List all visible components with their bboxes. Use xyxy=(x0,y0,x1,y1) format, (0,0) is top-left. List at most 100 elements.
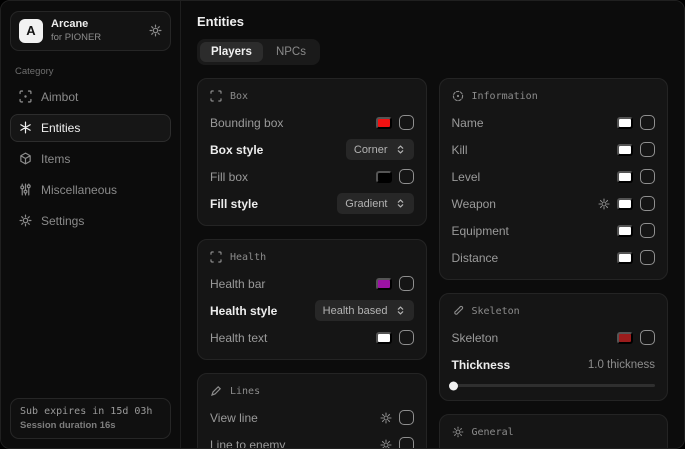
row-settings-button[interactable] xyxy=(380,439,392,449)
color-swatch[interactable] xyxy=(375,277,392,290)
unfold-icon xyxy=(395,198,406,209)
color-swatch[interactable] xyxy=(617,251,633,264)
subscription-info-card: Sub expires in 15d 03h Session duration … xyxy=(10,398,171,439)
gear-icon xyxy=(19,214,32,227)
select-value: Health based xyxy=(322,304,388,317)
color-swatch[interactable] xyxy=(375,331,392,344)
lines-panel: Lines View line xyxy=(197,373,427,449)
sub-expires-text: Sub expires in 15d 03h xyxy=(20,406,153,417)
sidebar-item-aimbot[interactable]: Aimbot xyxy=(10,83,171,111)
color-swatch[interactable] xyxy=(617,143,633,156)
checkbox[interactable] xyxy=(640,142,655,157)
brand-card: A Arcane for PIONER xyxy=(10,11,171,51)
box-panel: Box Bounding box Box style xyxy=(197,78,427,226)
setting-row: Name xyxy=(452,112,655,133)
brand-subtitle: for PIONER xyxy=(51,32,102,44)
gear-icon xyxy=(380,439,392,449)
setting-row: Health style Health based xyxy=(210,300,414,321)
setting-row: Line to enemy xyxy=(210,434,414,449)
setting-label: View line xyxy=(210,410,258,425)
checkbox[interactable] xyxy=(398,115,414,130)
row-settings-button[interactable] xyxy=(598,198,610,210)
health-style-select[interactable]: Health based xyxy=(314,300,414,321)
page-title: Entities xyxy=(197,14,244,29)
brand-logo: A xyxy=(19,18,43,43)
color-swatch[interactable] xyxy=(617,197,633,210)
setting-label: Fill style xyxy=(210,196,259,211)
main-content: Entities Players NPCs Box Bounding box xyxy=(181,1,684,448)
tab-npcs[interactable]: NPCs xyxy=(265,42,317,62)
panel-title: General xyxy=(471,426,514,438)
setting-label: Kill xyxy=(451,142,468,157)
brand-name: Arcane xyxy=(51,18,89,30)
checkbox[interactable] xyxy=(398,330,414,345)
sidebar-item-entities[interactable]: Entities xyxy=(10,113,171,142)
sun-icon xyxy=(452,426,464,438)
setting-label: Box style xyxy=(210,142,264,157)
sidebar-nav: Aimbot Entities Items Miscellaneous Sett… xyxy=(10,83,171,235)
brand-settings-button[interactable] xyxy=(149,24,162,37)
color-swatch[interactable] xyxy=(375,170,392,183)
slider-value: 1.0 thickness xyxy=(587,358,655,371)
tab-players[interactable]: Players xyxy=(200,42,263,62)
color-swatch[interactable] xyxy=(617,116,633,129)
checkbox[interactable] xyxy=(398,437,414,448)
row-settings-button[interactable] xyxy=(380,412,392,424)
setting-row: Health text xyxy=(210,327,414,348)
gear-icon xyxy=(380,412,392,424)
box-style-select[interactable]: Corner xyxy=(345,139,414,160)
entity-tabs: Players NPCs xyxy=(197,39,320,65)
thickness-slider[interactable] xyxy=(448,381,655,390)
pencil-icon xyxy=(210,385,222,397)
checkbox[interactable] xyxy=(640,196,655,211)
setting-label: Health bar xyxy=(210,276,266,291)
panel-title: Box xyxy=(230,90,249,102)
color-swatch[interactable] xyxy=(375,116,392,129)
health-panel: Health Health bar Health style xyxy=(197,239,427,360)
checkbox[interactable] xyxy=(640,115,655,130)
setting-row: Distance xyxy=(451,247,655,268)
sliders-icon xyxy=(19,183,32,196)
sidebar-item-settings[interactable]: Settings xyxy=(10,207,171,235)
setting-label: Health style xyxy=(210,303,278,318)
checkbox[interactable] xyxy=(640,169,655,184)
panel-title: Health xyxy=(230,251,267,263)
gear-icon xyxy=(149,24,162,37)
unfold-icon xyxy=(395,144,406,155)
setting-label: Level xyxy=(451,169,481,184)
checkbox[interactable] xyxy=(640,330,655,345)
session-duration-text: Session duration 16s xyxy=(20,420,116,431)
setting-row: Level xyxy=(451,166,655,187)
sidebar-item-miscellaneous[interactable]: Miscellaneous xyxy=(10,176,171,204)
color-swatch[interactable] xyxy=(617,224,633,237)
info-icon xyxy=(452,90,464,102)
checkbox[interactable] xyxy=(640,250,655,265)
setting-row: Equipment xyxy=(452,220,655,241)
right-column: Information Name Kill xyxy=(438,78,668,448)
crosshair-icon xyxy=(19,90,32,103)
skeleton-panel: Skeleton Skeleton Thickness 1.0 t xyxy=(438,293,668,401)
slider-thumb[interactable] xyxy=(448,381,458,390)
information-panel: Information Name Kill xyxy=(438,78,668,280)
fill-style-select[interactable]: Gradient xyxy=(337,193,414,214)
setting-row: Fill style Gradient xyxy=(210,193,414,214)
bone-icon xyxy=(452,305,464,317)
setting-row: Skeleton xyxy=(452,327,655,348)
setting-row: View line xyxy=(210,407,414,428)
slider-label: Thickness xyxy=(451,357,511,372)
setting-label: Distance xyxy=(451,250,499,265)
sidebar-item-items[interactable]: Items xyxy=(10,145,171,173)
setting-label: Health text xyxy=(210,330,268,345)
color-swatch[interactable] xyxy=(617,170,633,183)
checkbox[interactable] xyxy=(640,223,655,238)
general-panel: General Visibility check xyxy=(438,414,668,448)
scan-corners-icon xyxy=(210,251,222,263)
checkbox[interactable] xyxy=(398,410,414,425)
gear-icon xyxy=(598,198,610,210)
checkbox[interactable] xyxy=(398,276,414,291)
color-swatch[interactable] xyxy=(617,331,633,344)
checkbox[interactable] xyxy=(398,169,414,184)
category-label: Category xyxy=(15,65,54,77)
left-column: Box Bounding box Box style xyxy=(197,78,427,449)
